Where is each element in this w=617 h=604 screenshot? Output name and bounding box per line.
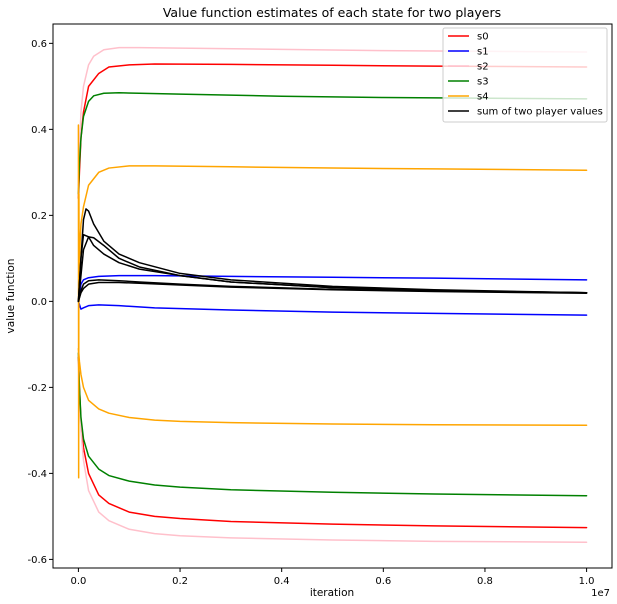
x-tick-label: 0.2 xyxy=(172,576,188,587)
x-tick-label: 1.0 xyxy=(579,576,595,587)
series-line-s3-6 xyxy=(77,92,588,195)
legend-entries: s0 s1 s2 s3 s4 sum of two player values xyxy=(448,32,603,118)
x-tick-label: 0.0 xyxy=(70,576,86,587)
series-line-s1-3 xyxy=(77,300,588,316)
legend: s0 s1 s2 s3 s4 sum of two player values xyxy=(442,27,608,123)
legend-frame xyxy=(442,27,608,123)
x-axis-label: iteration xyxy=(310,587,354,599)
x-tick-label: 0.8 xyxy=(477,576,493,587)
x-axis-offset-label: 1e7 xyxy=(591,588,610,599)
x-axis-ticks: 0.0 0.2 0.4 0.6 0.8 1.0 xyxy=(70,568,595,587)
series-line-s2-4 xyxy=(77,46,588,187)
plot-area-frame xyxy=(52,23,613,569)
series-line-sum-of-two-player-values-10 xyxy=(77,208,588,303)
y-tick-label: 0.2 xyxy=(31,211,47,222)
y-tick-label: 0.6 xyxy=(31,39,47,50)
y-tick-label: -0.2 xyxy=(27,383,47,394)
y-tick-label: -0.6 xyxy=(27,555,47,566)
series-line-s1-2 xyxy=(77,274,588,303)
y-tick-label: 0.0 xyxy=(31,297,47,308)
legend-label: s0 xyxy=(477,32,489,43)
y-axis-label: value function xyxy=(5,259,17,334)
x-tick-label: 0.4 xyxy=(274,576,290,587)
chart-title: Value function estimates of each state f… xyxy=(163,5,501,20)
series-line-sum-of-two-player-values-12 xyxy=(77,236,588,303)
x-tick-label: 0.6 xyxy=(375,576,391,587)
legend-label: sum of two player values xyxy=(477,107,603,118)
y-axis-ticks: -0.6 -0.4 -0.2 0.0 0.2 0.4 0.6 xyxy=(27,39,53,566)
legend-label: s1 xyxy=(477,47,489,58)
legend-label: s4 xyxy=(477,92,489,103)
series-line-s3-7 xyxy=(77,352,588,497)
series-line-s2-5 xyxy=(77,360,588,543)
legend-label: s3 xyxy=(477,77,489,88)
y-tick-label: -0.4 xyxy=(27,469,47,480)
series-layer xyxy=(77,46,588,543)
series-line-sum-of-two-player-values-14 xyxy=(77,281,588,303)
legend-label: s2 xyxy=(477,62,489,73)
series-line-s4-8 xyxy=(77,124,588,479)
series-line-s4-9 xyxy=(77,347,588,426)
y-tick-label: 0.4 xyxy=(31,125,47,136)
